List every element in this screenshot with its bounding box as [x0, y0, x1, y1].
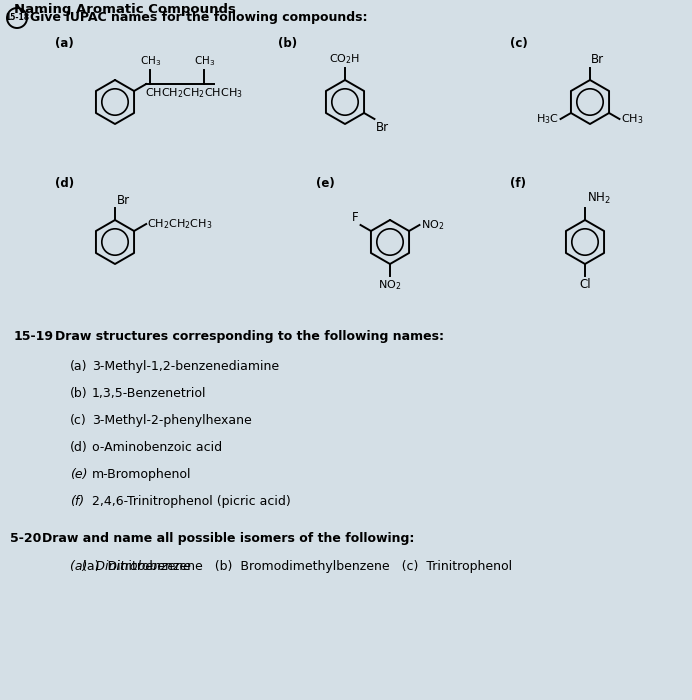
Text: CH$_3$: CH$_3$	[194, 54, 215, 68]
Text: (d): (d)	[70, 441, 88, 454]
Text: 3-Methyl-2-phenylhexane: 3-Methyl-2-phenylhexane	[92, 414, 252, 427]
Text: CH$_3$: CH$_3$	[621, 112, 644, 126]
Text: NH$_2$: NH$_2$	[587, 191, 611, 206]
Text: o-Aminobenzoic acid: o-Aminobenzoic acid	[92, 441, 222, 454]
Text: 15-19: 15-19	[14, 330, 54, 343]
Text: m-Bromophenol: m-Bromophenol	[92, 468, 192, 481]
Text: (f): (f)	[510, 177, 526, 190]
Text: CO$_2$H: CO$_2$H	[329, 52, 361, 66]
Text: (d): (d)	[55, 177, 74, 190]
Text: (c): (c)	[70, 414, 86, 427]
Text: 1,3,5-Benzenetriol: 1,3,5-Benzenetriol	[92, 387, 206, 400]
Text: (c): (c)	[510, 37, 528, 50]
Text: (b): (b)	[70, 387, 88, 400]
Text: Naming Aromatic Compounds: Naming Aromatic Compounds	[14, 3, 236, 16]
Text: NO$_2$: NO$_2$	[421, 218, 445, 232]
Text: Br: Br	[376, 121, 389, 134]
Text: H$_3$C: H$_3$C	[536, 112, 558, 126]
Text: Draw and name all possible isomers of the following:: Draw and name all possible isomers of th…	[42, 532, 415, 545]
Text: Cl: Cl	[579, 278, 591, 291]
Text: (a): (a)	[55, 37, 74, 50]
Text: 15-18: 15-18	[5, 13, 29, 22]
Text: (a): (a)	[70, 360, 87, 373]
Text: (a)  Dinitrobenzene   (b)  Bromodimethylbenzene   (c)  Trinitrophenol: (a) Dinitrobenzene (b) Bromodimethylbenz…	[70, 560, 512, 573]
Text: (a)  Dinitrobenzene: (a) Dinitrobenzene	[70, 560, 191, 573]
Text: CH$_3$: CH$_3$	[140, 54, 161, 68]
Text: CH$_2$CH$_2$CH$_3$: CH$_2$CH$_2$CH$_3$	[147, 217, 212, 231]
Text: Draw structures corresponding to the following names:: Draw structures corresponding to the fol…	[55, 330, 444, 343]
Text: 2,4,6-Trinitrophenol (picric acid): 2,4,6-Trinitrophenol (picric acid)	[92, 495, 291, 508]
Text: (f): (f)	[70, 495, 84, 508]
Text: CHCH$_2$CH$_2$CHCH$_3$: CHCH$_2$CH$_2$CHCH$_3$	[145, 86, 243, 100]
Text: Br: Br	[117, 194, 130, 207]
Text: NO$_2$: NO$_2$	[379, 278, 401, 292]
Text: (b): (b)	[278, 37, 297, 50]
Text: (e): (e)	[70, 468, 87, 481]
Text: Give IUPAC names for the following compounds:: Give IUPAC names for the following compo…	[30, 11, 367, 25]
Text: (e): (e)	[316, 177, 335, 190]
Text: Br: Br	[591, 53, 604, 66]
Text: F: F	[352, 211, 358, 224]
Text: 5-20: 5-20	[10, 532, 42, 545]
Text: 3-Methyl-1,2-benzenediamine: 3-Methyl-1,2-benzenediamine	[92, 360, 279, 373]
